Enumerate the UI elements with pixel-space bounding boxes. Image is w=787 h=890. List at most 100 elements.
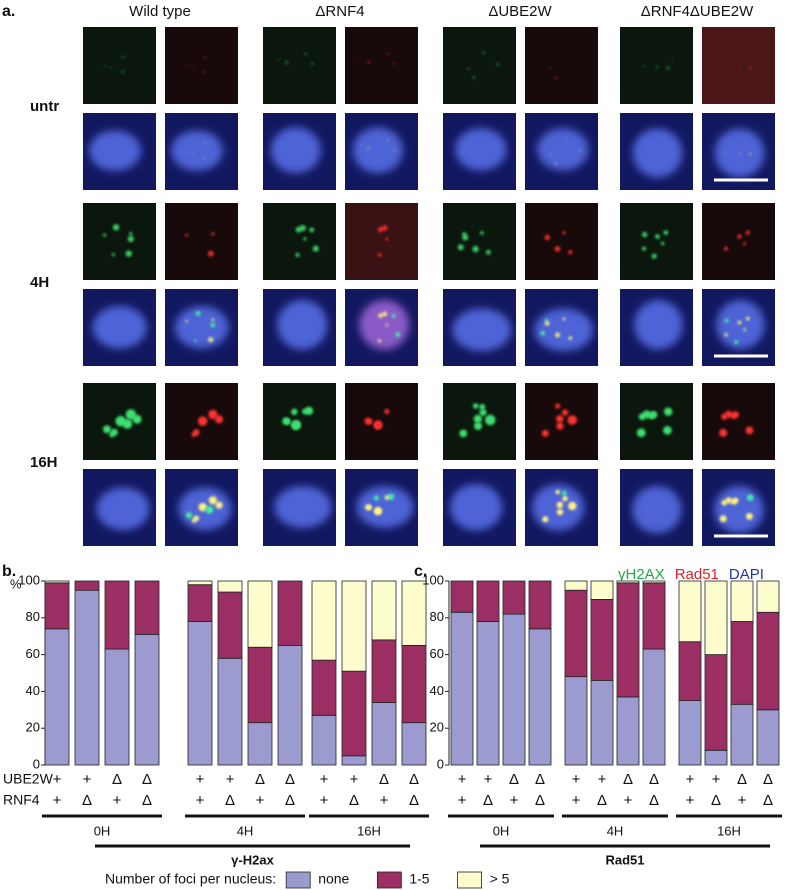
micrograph: [702, 469, 775, 546]
focus: [109, 66, 112, 69]
focus: [462, 234, 469, 241]
focus: [660, 241, 665, 246]
focus: [748, 66, 752, 70]
focus: [745, 512, 753, 520]
micrograph-bg: [83, 27, 156, 104]
micrograph-bg: [443, 27, 516, 104]
group-label: 4H: [607, 823, 624, 838]
micrograph-bg: [702, 27, 775, 104]
focus: [457, 244, 464, 251]
micrograph: [702, 27, 775, 104]
focus: [544, 320, 550, 326]
x-tick-label: +: [350, 771, 359, 788]
group-label: 4H: [237, 823, 254, 838]
focus: [121, 70, 125, 74]
bar-segment: [502, 613, 526, 766]
focus: [185, 151, 188, 153]
focus: [125, 409, 137, 420]
bar-segment: [704, 580, 728, 655]
nucleus: [92, 306, 147, 349]
focus: [724, 246, 728, 251]
focus: [666, 66, 671, 71]
focus: [479, 409, 487, 417]
micrograph-bg: [702, 383, 775, 460]
x-tick-label: Δ: [379, 771, 389, 788]
focus: [291, 419, 302, 430]
column-header: Wild type: [129, 3, 191, 20]
x-tick-label: Δ: [349, 792, 359, 809]
focus: [663, 426, 672, 435]
micrograph-bg: [525, 203, 598, 280]
micrograph: [702, 113, 775, 190]
column-header: ΔRNF4ΔUBE2W: [641, 3, 754, 20]
bar-segment: [564, 676, 588, 766]
bar-segment: [247, 722, 273, 766]
micrograph: [165, 383, 238, 460]
x-tick-label: +: [320, 792, 329, 809]
micrograph: [345, 113, 418, 190]
bar-segment: [311, 714, 337, 766]
focus: [194, 339, 197, 342]
micrograph: [345, 383, 418, 460]
micrograph: [345, 27, 418, 104]
focus: [459, 429, 468, 438]
channel-label: γH2AX: [618, 566, 665, 583]
micrograph-bg: [165, 203, 238, 280]
panel-label: b.: [2, 563, 16, 580]
bar-segment: [528, 628, 552, 766]
x-tick-label: +: [572, 792, 581, 809]
focus: [310, 62, 314, 66]
focus: [556, 501, 564, 509]
focus: [737, 234, 742, 239]
x-tick-label: +: [256, 792, 265, 809]
bar-segment: [371, 639, 397, 703]
bar-segment: [74, 580, 100, 591]
focus: [671, 59, 674, 62]
bar-segment: [616, 582, 640, 698]
bar-segment: [450, 611, 474, 766]
micrograph: [263, 383, 336, 460]
focus: [312, 245, 319, 252]
micrograph: [83, 203, 156, 280]
x-tick-label: Δ: [649, 771, 659, 788]
micrograph-bg: [620, 27, 693, 104]
focus: [185, 65, 188, 68]
focus: [719, 428, 728, 437]
x-tick-label: Δ: [285, 792, 295, 809]
focus: [102, 425, 111, 434]
micrograph: [620, 383, 693, 460]
focus: [651, 253, 657, 259]
nucleus: [174, 306, 229, 349]
bar-segment: [44, 580, 70, 584]
focus: [203, 55, 207, 59]
focus: [122, 418, 133, 429]
bar-segment: [311, 659, 337, 716]
focus: [556, 415, 564, 423]
bar-segment: [528, 580, 552, 630]
y-tick-label: 80: [430, 609, 444, 624]
micrograph: [525, 113, 598, 190]
bar-segment: [704, 749, 728, 766]
bar-segment: [217, 657, 243, 766]
focus: [542, 516, 549, 523]
focus: [556, 422, 564, 430]
bar-segment: [616, 580, 640, 584]
x-tick-label: +: [53, 792, 62, 809]
focus: [562, 495, 568, 502]
focus: [725, 151, 728, 154]
bar-segment: [134, 633, 160, 766]
focus: [472, 75, 476, 80]
focus: [185, 233, 189, 237]
nucleus: [455, 128, 507, 171]
bar-segment: [44, 628, 70, 766]
micrograph-bg: [263, 27, 336, 104]
focus: [207, 250, 214, 257]
focus: [564, 137, 567, 140]
x-tick-label: +: [320, 771, 329, 788]
bar-segment: [476, 621, 500, 766]
x-tick-label: +: [380, 792, 389, 809]
micrograph-bg: [83, 203, 156, 280]
legend-label: > 5: [490, 871, 510, 887]
bar-segment: [341, 755, 367, 766]
focus: [555, 403, 561, 409]
